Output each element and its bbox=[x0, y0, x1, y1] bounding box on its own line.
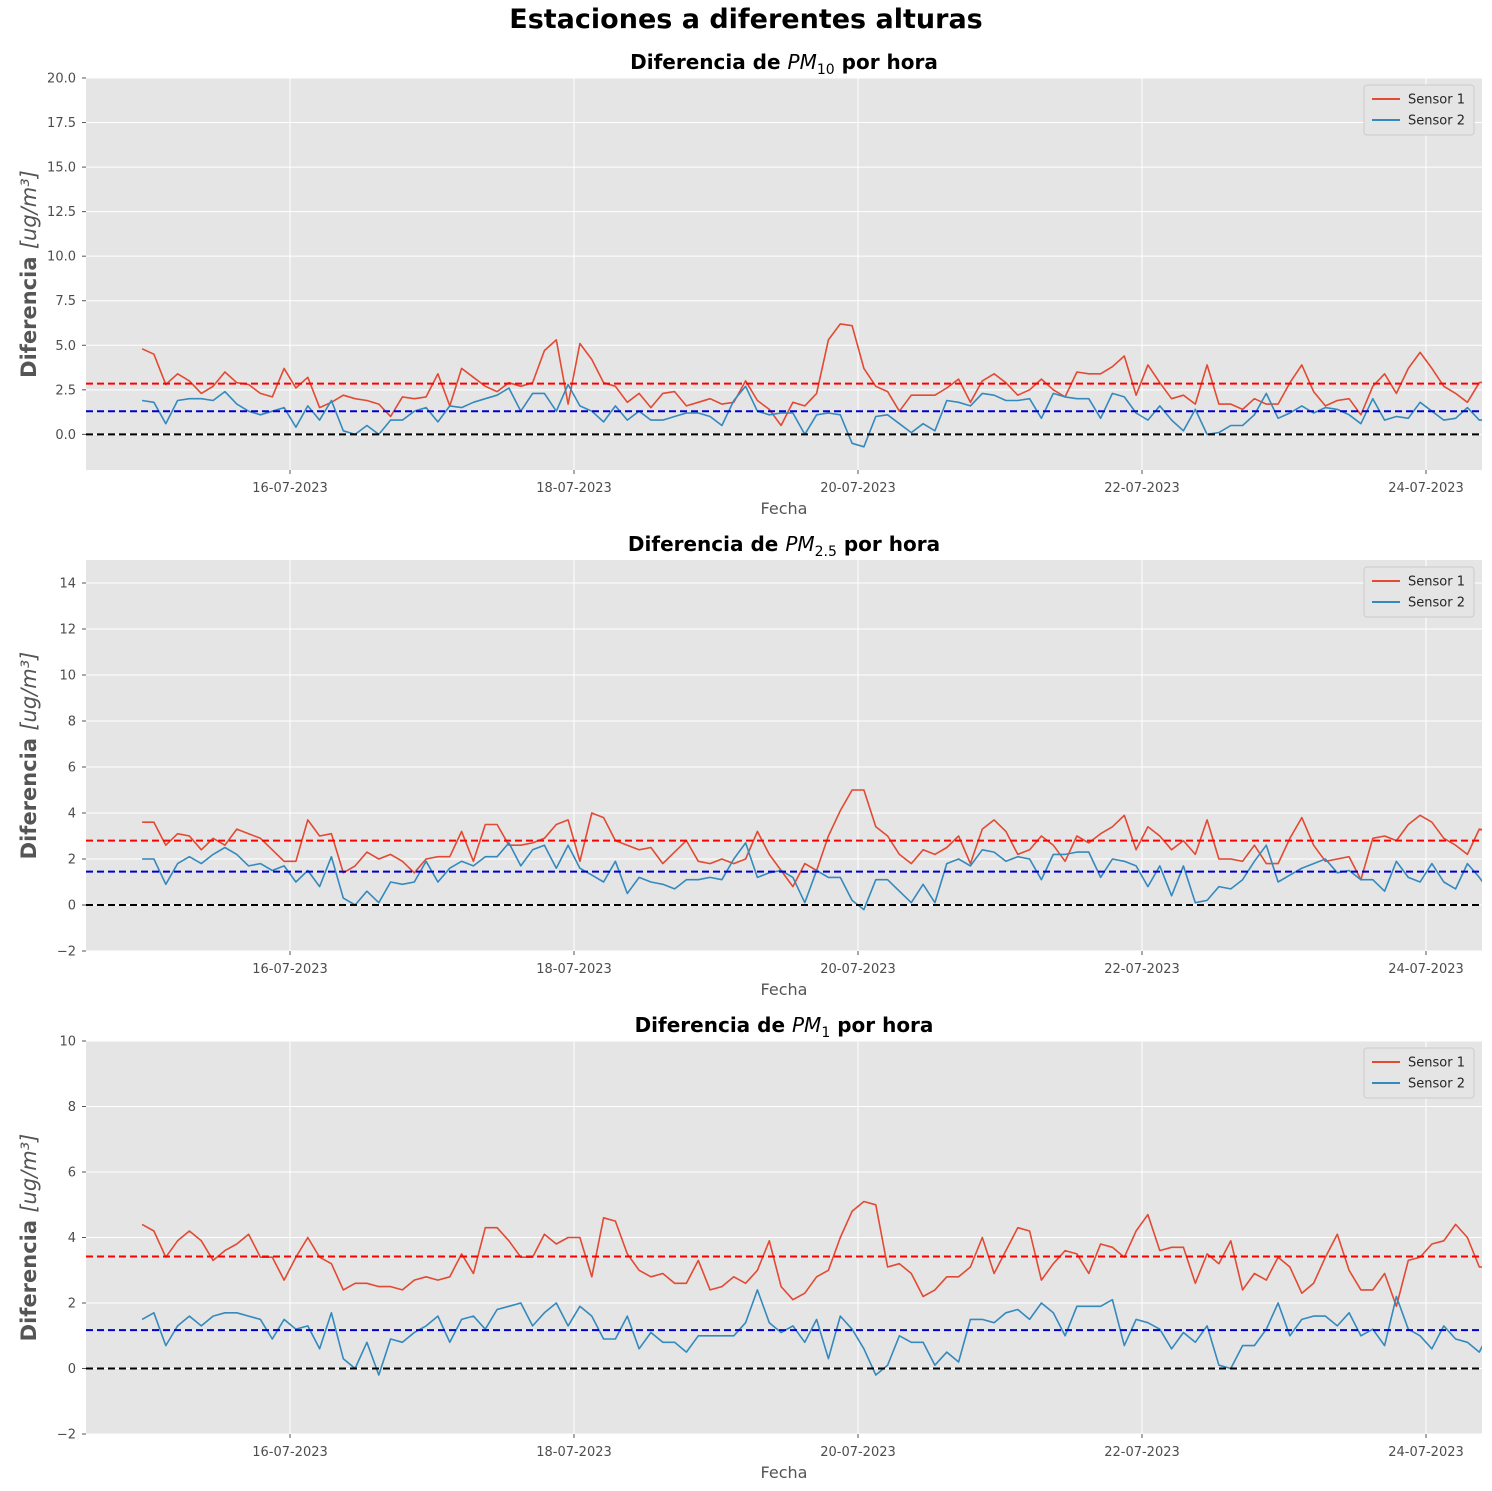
panel-title: Diferencia de PM10 por hora bbox=[630, 50, 938, 78]
legend-label-sensor-1: Sensor 1 bbox=[1408, 93, 1465, 108]
x-tick-label: 18-07-2023 bbox=[536, 481, 612, 496]
y-tick-label: 12.5 bbox=[47, 205, 76, 220]
y-tick-label: 8 bbox=[68, 1100, 76, 1115]
legend-box bbox=[1363, 566, 1475, 618]
y-tick-label: 14 bbox=[59, 577, 76, 592]
x-tick-label: 20-07-2023 bbox=[820, 1445, 896, 1460]
y-tick-label: 4 bbox=[68, 807, 76, 822]
legend-box bbox=[1363, 1047, 1475, 1099]
y-axis-label: Diferencia [ug/m³] bbox=[17, 652, 41, 860]
x-tick-label: 24-07-2023 bbox=[1388, 1445, 1464, 1460]
x-tick-label: 20-07-2023 bbox=[820, 962, 896, 977]
y-tick-label: 6 bbox=[68, 1166, 76, 1181]
y-axis-label: Diferencia [ug/m³] bbox=[17, 1134, 41, 1342]
y-tick-label: 15.0 bbox=[47, 161, 76, 176]
y-tick-label: 2.5 bbox=[55, 383, 76, 398]
x-tick-label: 18-07-2023 bbox=[536, 1445, 612, 1460]
y-axis-label: Diferencia [ug/m³] bbox=[17, 170, 41, 378]
chart-panel-1: 0.0 2.5 5.0 7.5 10.0 12.5 15.0 17.5 20.0 16-07-20… bbox=[17, 50, 1482, 518]
legend-label-sensor-2: Sensor 2 bbox=[1408, 1077, 1465, 1092]
x-tick-label: 22-07-2023 bbox=[1104, 481, 1180, 496]
legend-label-sensor-2: Sensor 2 bbox=[1408, 596, 1465, 611]
x-axis-label: Fecha bbox=[761, 1463, 808, 1482]
y-tick-label: 20.0 bbox=[47, 72, 76, 87]
legend-label-sensor-2: Sensor 2 bbox=[1408, 114, 1465, 129]
y-tick-label: 2 bbox=[68, 853, 76, 868]
series-line-sensor-2 bbox=[141, 383, 1482, 448]
y-tick-label: 12 bbox=[59, 623, 76, 638]
chart-panel-2: −2 0 2 4 6 8 10 12 14 16-07-2023 18-07-2023 20-07-2… bbox=[17, 532, 1482, 999]
y-tick-label: 7.5 bbox=[55, 294, 76, 309]
legend: Sensor 1 Sensor 2 bbox=[1363, 1047, 1475, 1099]
legend-label-sensor-1: Sensor 1 bbox=[1408, 1056, 1465, 1071]
x-tick-label: 16-07-2023 bbox=[252, 1445, 328, 1460]
x-tick-label: 24-07-2023 bbox=[1388, 481, 1464, 496]
y-tick-label: 17.5 bbox=[47, 116, 76, 131]
x-axis-label: Fecha bbox=[761, 980, 808, 999]
y-tick-label: 0 bbox=[68, 899, 76, 914]
y-tick-label: 6 bbox=[68, 761, 76, 776]
figure-title: Estaciones a diferentes alturas bbox=[509, 4, 983, 35]
x-tick-label: 18-07-2023 bbox=[536, 962, 612, 977]
series-line-sensor-2 bbox=[142, 842, 1482, 911]
y-tick-label: 0.0 bbox=[55, 428, 76, 443]
legend: Sensor 1 Sensor 2 bbox=[1363, 84, 1475, 136]
x-tick-label: 24-07-2023 bbox=[1388, 962, 1464, 977]
x-tick-label: 22-07-2023 bbox=[1104, 962, 1180, 977]
x-tick-label: 16-07-2023 bbox=[252, 481, 328, 496]
panel-title: Diferencia de PM1 por hora bbox=[635, 1013, 934, 1041]
y-tick-label: −2 bbox=[57, 945, 76, 960]
y-tick-label: 10 bbox=[59, 669, 76, 684]
legend-box bbox=[1363, 84, 1475, 136]
legend: Sensor 1 Sensor 2 bbox=[1363, 566, 1475, 618]
y-tick-label: 10 bbox=[59, 1035, 76, 1050]
y-tick-label: 10.0 bbox=[47, 250, 76, 265]
legend-label-sensor-1: Sensor 1 bbox=[1408, 575, 1465, 590]
panel-title: Diferencia de PM2.5 por hora bbox=[628, 532, 940, 560]
y-tick-label: −2 bbox=[57, 1428, 76, 1443]
x-tick-label: 22-07-2023 bbox=[1104, 1445, 1180, 1460]
y-tick-label: 4 bbox=[68, 1231, 76, 1246]
plot-area bbox=[86, 560, 1482, 951]
y-tick-label: 5.0 bbox=[55, 339, 76, 354]
x-tick-label: 16-07-2023 bbox=[252, 962, 328, 977]
y-tick-label: 0 bbox=[68, 1362, 76, 1377]
y-tick-label: 8 bbox=[68, 715, 76, 730]
x-tick-label: 20-07-2023 bbox=[820, 481, 896, 496]
y-tick-label: 2 bbox=[68, 1297, 76, 1312]
chart-panel-3: −2 0 2 4 6 8 10 16-07-2023 18-07-2023 20-07-2023 2… bbox=[17, 1013, 1482, 1482]
x-axis-label: Fecha bbox=[761, 499, 808, 518]
